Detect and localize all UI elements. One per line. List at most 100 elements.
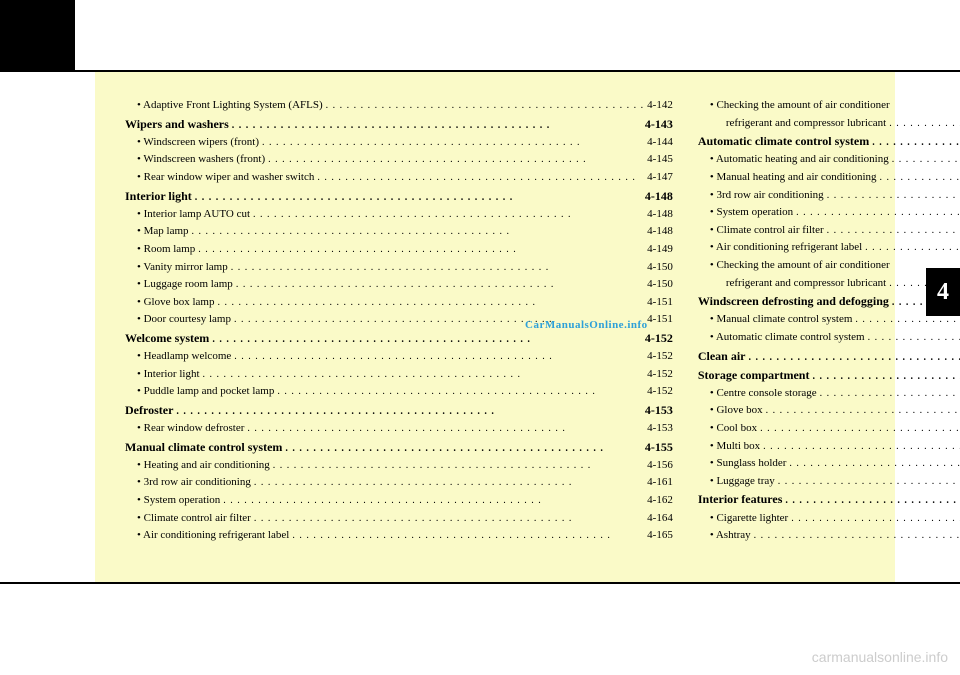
toc-dots <box>782 493 960 509</box>
toc-title: Welcome system <box>125 329 209 348</box>
toc-entry: • Heating and air conditioning4-156 <box>125 457 673 475</box>
toc-page-number: 4-144 <box>647 134 673 152</box>
toc-title: • Multi box <box>710 438 760 456</box>
toc-title: • Interior light <box>137 366 200 384</box>
toc-entry: • Centre console storage4-186 <box>698 385 960 403</box>
toc-entry: • Cigarette lighter4-190 <box>698 510 960 528</box>
toc-page-number: 4-152 <box>647 348 673 366</box>
toc-dots <box>251 511 647 527</box>
toc-dots <box>265 152 647 168</box>
toc-dots <box>746 350 960 366</box>
toc-dots <box>289 528 647 544</box>
toc-entry: • System operation 4-162 <box>125 492 673 510</box>
toc-entry: • Automatic climate control system4-183 <box>698 329 960 347</box>
toc-title: • Room lamp <box>137 241 195 259</box>
toc-dots <box>760 439 960 455</box>
toc-title: • System operation <box>137 492 220 510</box>
toc-dots <box>886 116 960 132</box>
toc-dots <box>250 207 647 223</box>
header-black-block <box>0 0 75 72</box>
toc-entry: • Map lamp4-148 <box>125 223 673 241</box>
toc-entry: • Climate control air filter4-164 <box>125 510 673 528</box>
toc-title: • 3rd row air conditioning <box>710 187 824 205</box>
toc-page-number: 4-152 <box>647 366 673 384</box>
toc-dots <box>889 152 960 168</box>
toc-entry: • Adaptive Front Lighting System (AFLS)4… <box>125 97 673 115</box>
toc-title: • Climate control air filter <box>137 510 251 528</box>
toc-entry: • System operation4-177 <box>698 204 960 222</box>
toc-entry: • Automatic heating and air conditioning… <box>698 151 960 169</box>
toc-dots <box>775 474 960 490</box>
toc-dots <box>824 188 960 204</box>
toc-dots <box>229 118 645 134</box>
toc-title: • Glove box lamp <box>137 294 214 312</box>
toc-dots <box>233 277 647 293</box>
toc-dots <box>189 224 648 240</box>
toc-page-number: 4-153 <box>645 401 673 420</box>
toc-dots <box>314 170 647 186</box>
toc-page-number: 4-143 <box>645 115 673 134</box>
toc-title: Windscreen defrosting and defogging <box>698 292 889 311</box>
toc-dots <box>228 260 647 276</box>
toc-title: • Door courtesy lamp <box>137 311 231 329</box>
toc-right-column: • Checking the amount of air conditioner… <box>698 97 960 545</box>
toc-entry: • Ashtray4-190 <box>698 527 960 545</box>
toc-page-number: 4-148 <box>647 206 673 224</box>
toc-title: Interior light <box>125 187 192 206</box>
toc-dots <box>786 456 960 472</box>
toc-dots <box>173 404 644 420</box>
toc-dots <box>209 332 645 348</box>
watermark-footer: carmanualsonline.info <box>812 649 948 665</box>
toc-entry: • Glove box4-186 <box>698 402 960 420</box>
toc-entry: • Checking the amount of air conditioner <box>698 257 960 275</box>
toc-dots <box>809 369 960 385</box>
toc-dots <box>865 330 960 346</box>
toc-page-number: 4-162 <box>647 492 673 510</box>
divider-bottom <box>0 582 960 584</box>
toc-page-number: 4-151 <box>647 294 673 312</box>
toc-title: • Map lamp <box>137 223 189 241</box>
toc-title: • Adaptive Front Lighting System (AFLS) <box>137 97 323 115</box>
toc-page-number: 4-151 <box>647 311 673 329</box>
toc-entry: refrigerant and compressor lubricant4-18… <box>698 275 960 293</box>
watermark-overlay: CarManualsOnline.info <box>525 319 648 331</box>
toc-title: • Cool box <box>710 420 757 438</box>
toc-title: • Checking the amount of air conditioner <box>710 97 890 115</box>
toc-dots <box>323 98 648 114</box>
toc-entry: • Checking the amount of air conditioner <box>698 97 960 115</box>
toc-entry: • Windscreen washers (front)4-145 <box>125 151 673 169</box>
chapter-tab: 4 <box>926 268 960 316</box>
toc-dots <box>757 421 960 437</box>
toc-dots <box>195 242 647 258</box>
toc-title: • 3rd row air conditioning <box>137 474 251 492</box>
toc-title: • Manual climate control system <box>710 311 853 329</box>
toc-dots <box>282 441 644 457</box>
toc-title: • Interior lamp AUTO cut <box>137 206 250 224</box>
toc-title: Clean air <box>698 347 746 366</box>
toc-title: • Ashtray <box>710 527 751 545</box>
toc-entry: • Sunglass holder4-188 <box>698 455 960 473</box>
toc-entry: • Manual heating and air conditioning4-1… <box>698 169 960 187</box>
toc-page: • Adaptive Front Lighting System (AFLS) 4… <box>95 72 895 582</box>
toc-title: • Automatic climate control system <box>710 329 865 347</box>
toc-entry: • Luggage tray4-189 <box>698 473 960 491</box>
toc-title: Manual climate control system <box>125 438 282 457</box>
toc-title: • Windscreen washers (front) <box>137 151 265 169</box>
toc-title: • Headlamp welcome <box>137 348 231 366</box>
toc-columns: • Adaptive Front Lighting System (AFLS) 4… <box>125 97 875 545</box>
toc-title: • Air conditioning refrigerant label <box>137 527 289 545</box>
toc-page-number: 4-149 <box>647 241 673 259</box>
toc-entry: refrigerant and compressor lubricant4-16… <box>698 115 960 133</box>
toc-title: • Windscreen wipers (front) <box>137 134 259 152</box>
toc-page-number: 4-150 <box>647 276 673 294</box>
toc-entry: • Interior lamp AUTO cut 4-148 <box>125 206 673 224</box>
toc-title: Automatic climate control system <box>698 132 869 151</box>
toc-title: • Automatic heating and air conditioning <box>710 151 889 169</box>
toc-entry: • Headlamp welcome 4-152 <box>125 348 673 366</box>
toc-dots <box>793 205 960 221</box>
toc-title: refrigerant and compressor lubricant <box>726 275 886 293</box>
toc-entry: • Room lamp 4-149 <box>125 241 673 259</box>
toc-entry: Interior light4-148 <box>125 187 673 206</box>
toc-entry: Manual climate control system4-155 <box>125 438 673 457</box>
toc-dots <box>817 386 960 402</box>
